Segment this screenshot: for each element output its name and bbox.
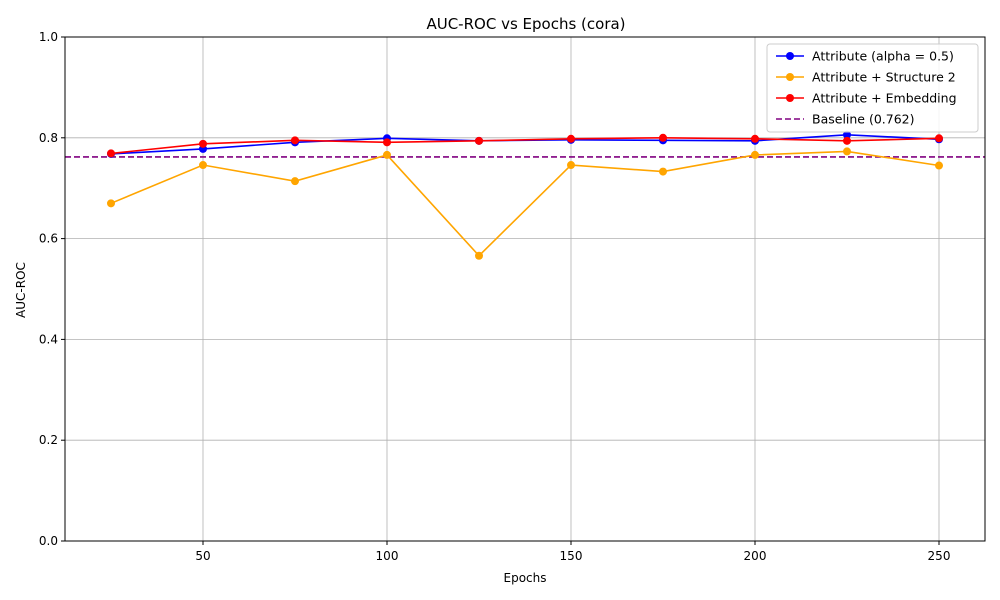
legend-label: Baseline (0.762) <box>812 112 915 127</box>
legend-item: Attribute + Embedding <box>776 91 957 106</box>
legend-item: Attribute + Structure 2 <box>776 70 956 85</box>
y-tick-label: 0.6 <box>39 232 58 246</box>
data-point <box>291 177 299 186</box>
data-point <box>199 139 207 148</box>
x-tick-label: 150 <box>560 549 583 563</box>
y-tick-label: 0.0 <box>39 534 58 548</box>
data-point <box>475 136 483 145</box>
legend-marker <box>786 73 794 81</box>
data-point <box>659 167 667 176</box>
data-point <box>567 134 575 143</box>
data-point <box>843 136 851 145</box>
data-point <box>107 199 115 208</box>
data-point <box>935 134 943 143</box>
series-line <box>110 136 940 155</box>
legend-label: Attribute + Embedding <box>812 91 957 106</box>
legend-label: Attribute (alpha = 0.5) <box>812 49 954 64</box>
legend-box <box>766 43 979 133</box>
x-tick-label: 250 <box>928 549 951 563</box>
data-point <box>107 149 115 158</box>
y-tick-label: 0.8 <box>39 131 58 145</box>
data-point <box>843 147 851 156</box>
legend-marker <box>786 52 794 60</box>
series-2 <box>107 147 943 260</box>
data-point <box>659 133 667 142</box>
data-point <box>199 161 207 170</box>
x-tick-label: 100 <box>376 549 399 563</box>
data-point <box>383 138 391 147</box>
legend-label: Attribute + Structure 2 <box>812 70 956 85</box>
y-tick-label: 0.2 <box>39 433 58 447</box>
legend: Attribute (alpha = 0.5) Attribute + Struc… <box>766 43 979 133</box>
data-point <box>843 130 851 139</box>
x-tick-label: 50 <box>195 549 210 563</box>
series-3 <box>107 133 943 158</box>
y-axis-label: AUC-ROC <box>14 262 28 318</box>
legend-marker <box>786 94 794 102</box>
data-point <box>291 136 299 145</box>
y-tick-label: 1.0 <box>39 30 58 44</box>
plot-frame <box>64 36 986 542</box>
data-point <box>935 161 943 170</box>
y-tick-label: 0.4 <box>39 332 58 346</box>
axis-ticks: 50 100 150 200 250 0.0 0.2 0.4 0.6 0.8 1.0 <box>39 30 951 563</box>
legend-item: Baseline (0.762) <box>776 112 915 127</box>
x-tick-label: 200 <box>744 549 767 563</box>
data-point <box>751 150 759 159</box>
data-point <box>567 161 575 170</box>
series-line <box>110 150 940 257</box>
x-axis-label: Epochs <box>504 571 547 585</box>
legend-item: Attribute (alpha = 0.5) <box>776 49 954 64</box>
data-point <box>751 134 759 143</box>
chart-title: AUC-ROC vs Epochs (cora) <box>426 15 625 33</box>
series-layer <box>107 130 943 260</box>
series-1 <box>107 130 943 158</box>
data-point <box>383 150 391 159</box>
data-point <box>475 251 483 260</box>
